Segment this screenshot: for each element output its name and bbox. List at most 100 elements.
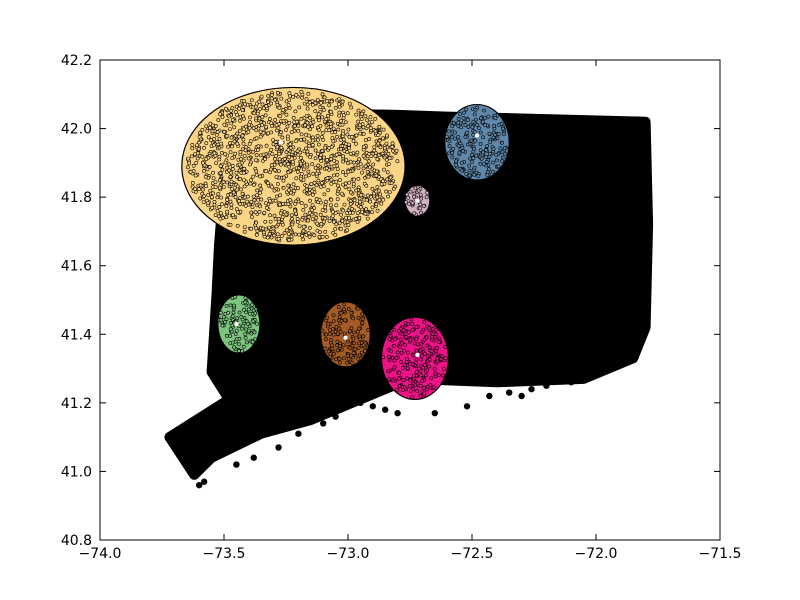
cluster-0-point: [227, 168, 232, 173]
cluster-0-point: [356, 108, 361, 113]
cluster-0-point: [356, 176, 361, 181]
cluster-3-point: [231, 310, 236, 315]
cluster-4-point: [337, 315, 342, 319]
cluster-0-point: [263, 113, 268, 118]
cluster-0-point: [200, 127, 205, 132]
cluster-0-point: [365, 193, 370, 198]
cluster-0-point: [345, 228, 349, 233]
cluster-0-point: [264, 201, 268, 206]
cluster-4-point: [330, 346, 335, 351]
cluster-5-point: [399, 350, 404, 355]
cluster-0-point: [372, 145, 377, 150]
cluster-0-point: [241, 127, 246, 132]
cluster-1-point: [501, 132, 506, 137]
cluster-5-point: [397, 370, 402, 375]
cluster-0-point: [293, 232, 298, 237]
cluster-0-point: [261, 230, 266, 235]
cluster-5-point: [417, 366, 422, 371]
cluster-0-point: [368, 115, 373, 119]
cluster-0-point: [267, 231, 272, 236]
cluster-1-point: [452, 130, 457, 135]
cluster-0-point: [358, 162, 363, 167]
cluster-1-point: [464, 171, 469, 176]
cluster-0-point: [381, 179, 386, 184]
cluster-0-point: [220, 167, 225, 172]
cluster-1-point: [479, 116, 484, 121]
cluster-0-point: [316, 115, 321, 120]
cluster-0-point: [246, 156, 251, 161]
cluster-0-point: [273, 198, 278, 203]
cluster-0-point: [387, 190, 392, 195]
cluster-5-point: [393, 336, 398, 341]
cluster-5-point: [414, 360, 419, 365]
cluster-0-point: [329, 197, 334, 202]
cluster-3-point: [234, 328, 239, 333]
cluster-0-point: [354, 188, 359, 193]
cluster-1-point: [456, 135, 461, 139]
cluster-5-point: [408, 389, 413, 394]
cluster-0-point: [345, 111, 350, 116]
cluster-0-point: [237, 162, 242, 167]
cluster-0-point: [330, 130, 335, 135]
cluster-0-point: [307, 133, 311, 138]
cluster-0-point: [320, 130, 325, 135]
cluster-5-point: [387, 337, 392, 342]
cluster-0-point: [307, 210, 312, 215]
cluster-0-point: [361, 153, 366, 158]
cluster-0-point: [290, 222, 295, 227]
cluster-5-point: [404, 376, 409, 381]
cluster-3-point: [230, 340, 235, 345]
cluster-1-point: [450, 155, 455, 160]
cluster-4-point: [336, 305, 341, 310]
cluster-5-point: [435, 346, 440, 350]
cluster-5-point: [404, 357, 409, 361]
cluster-0-point: [225, 197, 230, 202]
cluster-0-point: [278, 114, 283, 119]
cluster-5-point: [427, 364, 431, 369]
cluster-0-point: [264, 124, 268, 129]
cluster-0-point: [314, 215, 319, 220]
cluster-1-point: [498, 146, 503, 151]
cluster-0-point: [235, 187, 240, 192]
cluster-0-point: [384, 141, 389, 146]
cluster-5-point: [386, 369, 391, 374]
cluster-0-point: [320, 208, 325, 213]
cluster-0-point: [202, 145, 206, 150]
cluster-0-point: [343, 181, 348, 186]
cluster-0-point: [238, 196, 243, 200]
cluster-5-point: [390, 378, 395, 383]
cluster-4-point: [346, 307, 351, 311]
cluster-0-point: [348, 198, 353, 203]
cluster-0-point: [376, 141, 381, 146]
cluster-0-point: [198, 183, 203, 188]
x-tick-label: −72.5: [451, 546, 494, 562]
cluster-0-point: [260, 123, 264, 128]
cluster-0-point: [310, 135, 315, 140]
cluster-0-point: [269, 235, 274, 240]
cluster-0-point: [325, 99, 330, 104]
cluster-0-point: [195, 151, 200, 156]
cluster-0-point: [335, 160, 339, 165]
cluster-0-point: [255, 111, 260, 116]
cluster-0-point: [364, 197, 369, 202]
cluster-1-point: [471, 149, 476, 154]
cluster-0-point: [358, 193, 363, 198]
cluster-1-point: [458, 141, 463, 146]
cluster-5-point: [435, 356, 440, 361]
cluster-0-point: [292, 189, 297, 194]
cluster-4-point: [330, 343, 334, 348]
cluster-0-point: [313, 211, 318, 216]
cluster-0-point: [251, 194, 256, 199]
cluster-0-point: [254, 169, 259, 174]
cluster-0-point: [241, 141, 246, 146]
cluster-0-point: [295, 219, 300, 224]
cluster-0-point: [252, 198, 257, 202]
cluster-1-point: [465, 130, 470, 135]
cluster-1-point: [502, 151, 507, 156]
cluster-1-point: [492, 123, 497, 128]
cluster-5-point: [414, 337, 419, 341]
cluster-2-point: [424, 195, 429, 200]
cluster-0-point: [309, 207, 314, 212]
cluster-2-point: [406, 195, 411, 200]
cluster-1-point: [486, 114, 491, 119]
